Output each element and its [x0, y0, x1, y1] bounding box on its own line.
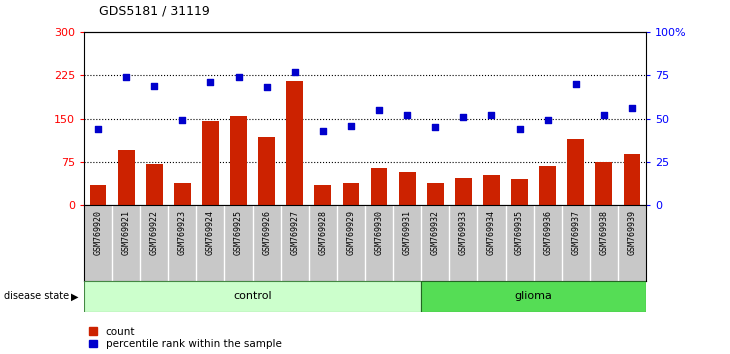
Bar: [286, 81, 303, 205]
Bar: [174, 183, 191, 205]
Text: GSM769927: GSM769927: [291, 210, 299, 255]
Bar: [455, 178, 472, 205]
Text: GSM769925: GSM769925: [234, 210, 243, 255]
Bar: [371, 168, 388, 205]
Point: [598, 112, 610, 118]
Point: [485, 112, 497, 118]
Text: GSM769937: GSM769937: [572, 210, 580, 255]
Point: [429, 125, 441, 130]
Point: [345, 123, 357, 129]
Bar: [342, 183, 359, 205]
Text: GSM769926: GSM769926: [262, 210, 271, 255]
Text: GSM769934: GSM769934: [487, 210, 496, 255]
Bar: [315, 185, 331, 205]
Text: GSM769924: GSM769924: [206, 210, 215, 255]
Text: GSM769929: GSM769929: [347, 210, 356, 255]
Text: control: control: [234, 291, 272, 302]
Bar: [84, 281, 421, 312]
Bar: [483, 175, 500, 205]
Text: GSM769922: GSM769922: [150, 210, 158, 255]
Text: GSM769936: GSM769936: [543, 210, 552, 255]
Text: ▶: ▶: [72, 291, 79, 302]
Bar: [118, 150, 134, 205]
Text: GSM769933: GSM769933: [459, 210, 468, 255]
Text: GSM769931: GSM769931: [403, 210, 412, 255]
Point: [289, 69, 301, 75]
Text: GSM769930: GSM769930: [374, 210, 383, 255]
Bar: [623, 154, 640, 205]
Bar: [511, 179, 528, 205]
Point: [458, 114, 469, 120]
Text: disease state: disease state: [4, 291, 69, 302]
Bar: [596, 162, 612, 205]
Point: [261, 85, 272, 90]
Bar: [427, 183, 444, 205]
Point: [148, 83, 160, 88]
Text: GSM769928: GSM769928: [318, 210, 327, 255]
Bar: [146, 164, 163, 205]
Text: GSM769939: GSM769939: [628, 210, 637, 255]
Bar: [399, 172, 415, 205]
Text: glioma: glioma: [515, 291, 553, 302]
Bar: [90, 185, 107, 205]
Point: [542, 118, 553, 123]
Text: GSM769932: GSM769932: [431, 210, 439, 255]
Text: GSM769935: GSM769935: [515, 210, 524, 255]
Bar: [258, 137, 275, 205]
Point: [402, 112, 413, 118]
Bar: [539, 166, 556, 205]
Point: [204, 79, 216, 85]
Text: GSM769921: GSM769921: [122, 210, 131, 255]
Legend: count, percentile rank within the sample: count, percentile rank within the sample: [89, 327, 282, 349]
Text: GSM769923: GSM769923: [178, 210, 187, 255]
Bar: [421, 281, 646, 312]
Bar: [567, 139, 584, 205]
Text: GDS5181 / 31119: GDS5181 / 31119: [99, 5, 210, 18]
Point: [177, 118, 188, 123]
Point: [317, 128, 328, 133]
Point: [120, 74, 132, 80]
Point: [373, 107, 385, 113]
Point: [514, 126, 526, 132]
Bar: [230, 116, 247, 205]
Point: [570, 81, 582, 87]
Point: [92, 126, 104, 132]
Point: [626, 105, 638, 111]
Text: GSM769920: GSM769920: [93, 210, 102, 255]
Bar: [202, 121, 219, 205]
Point: [233, 74, 245, 80]
Text: GSM769938: GSM769938: [599, 210, 608, 255]
